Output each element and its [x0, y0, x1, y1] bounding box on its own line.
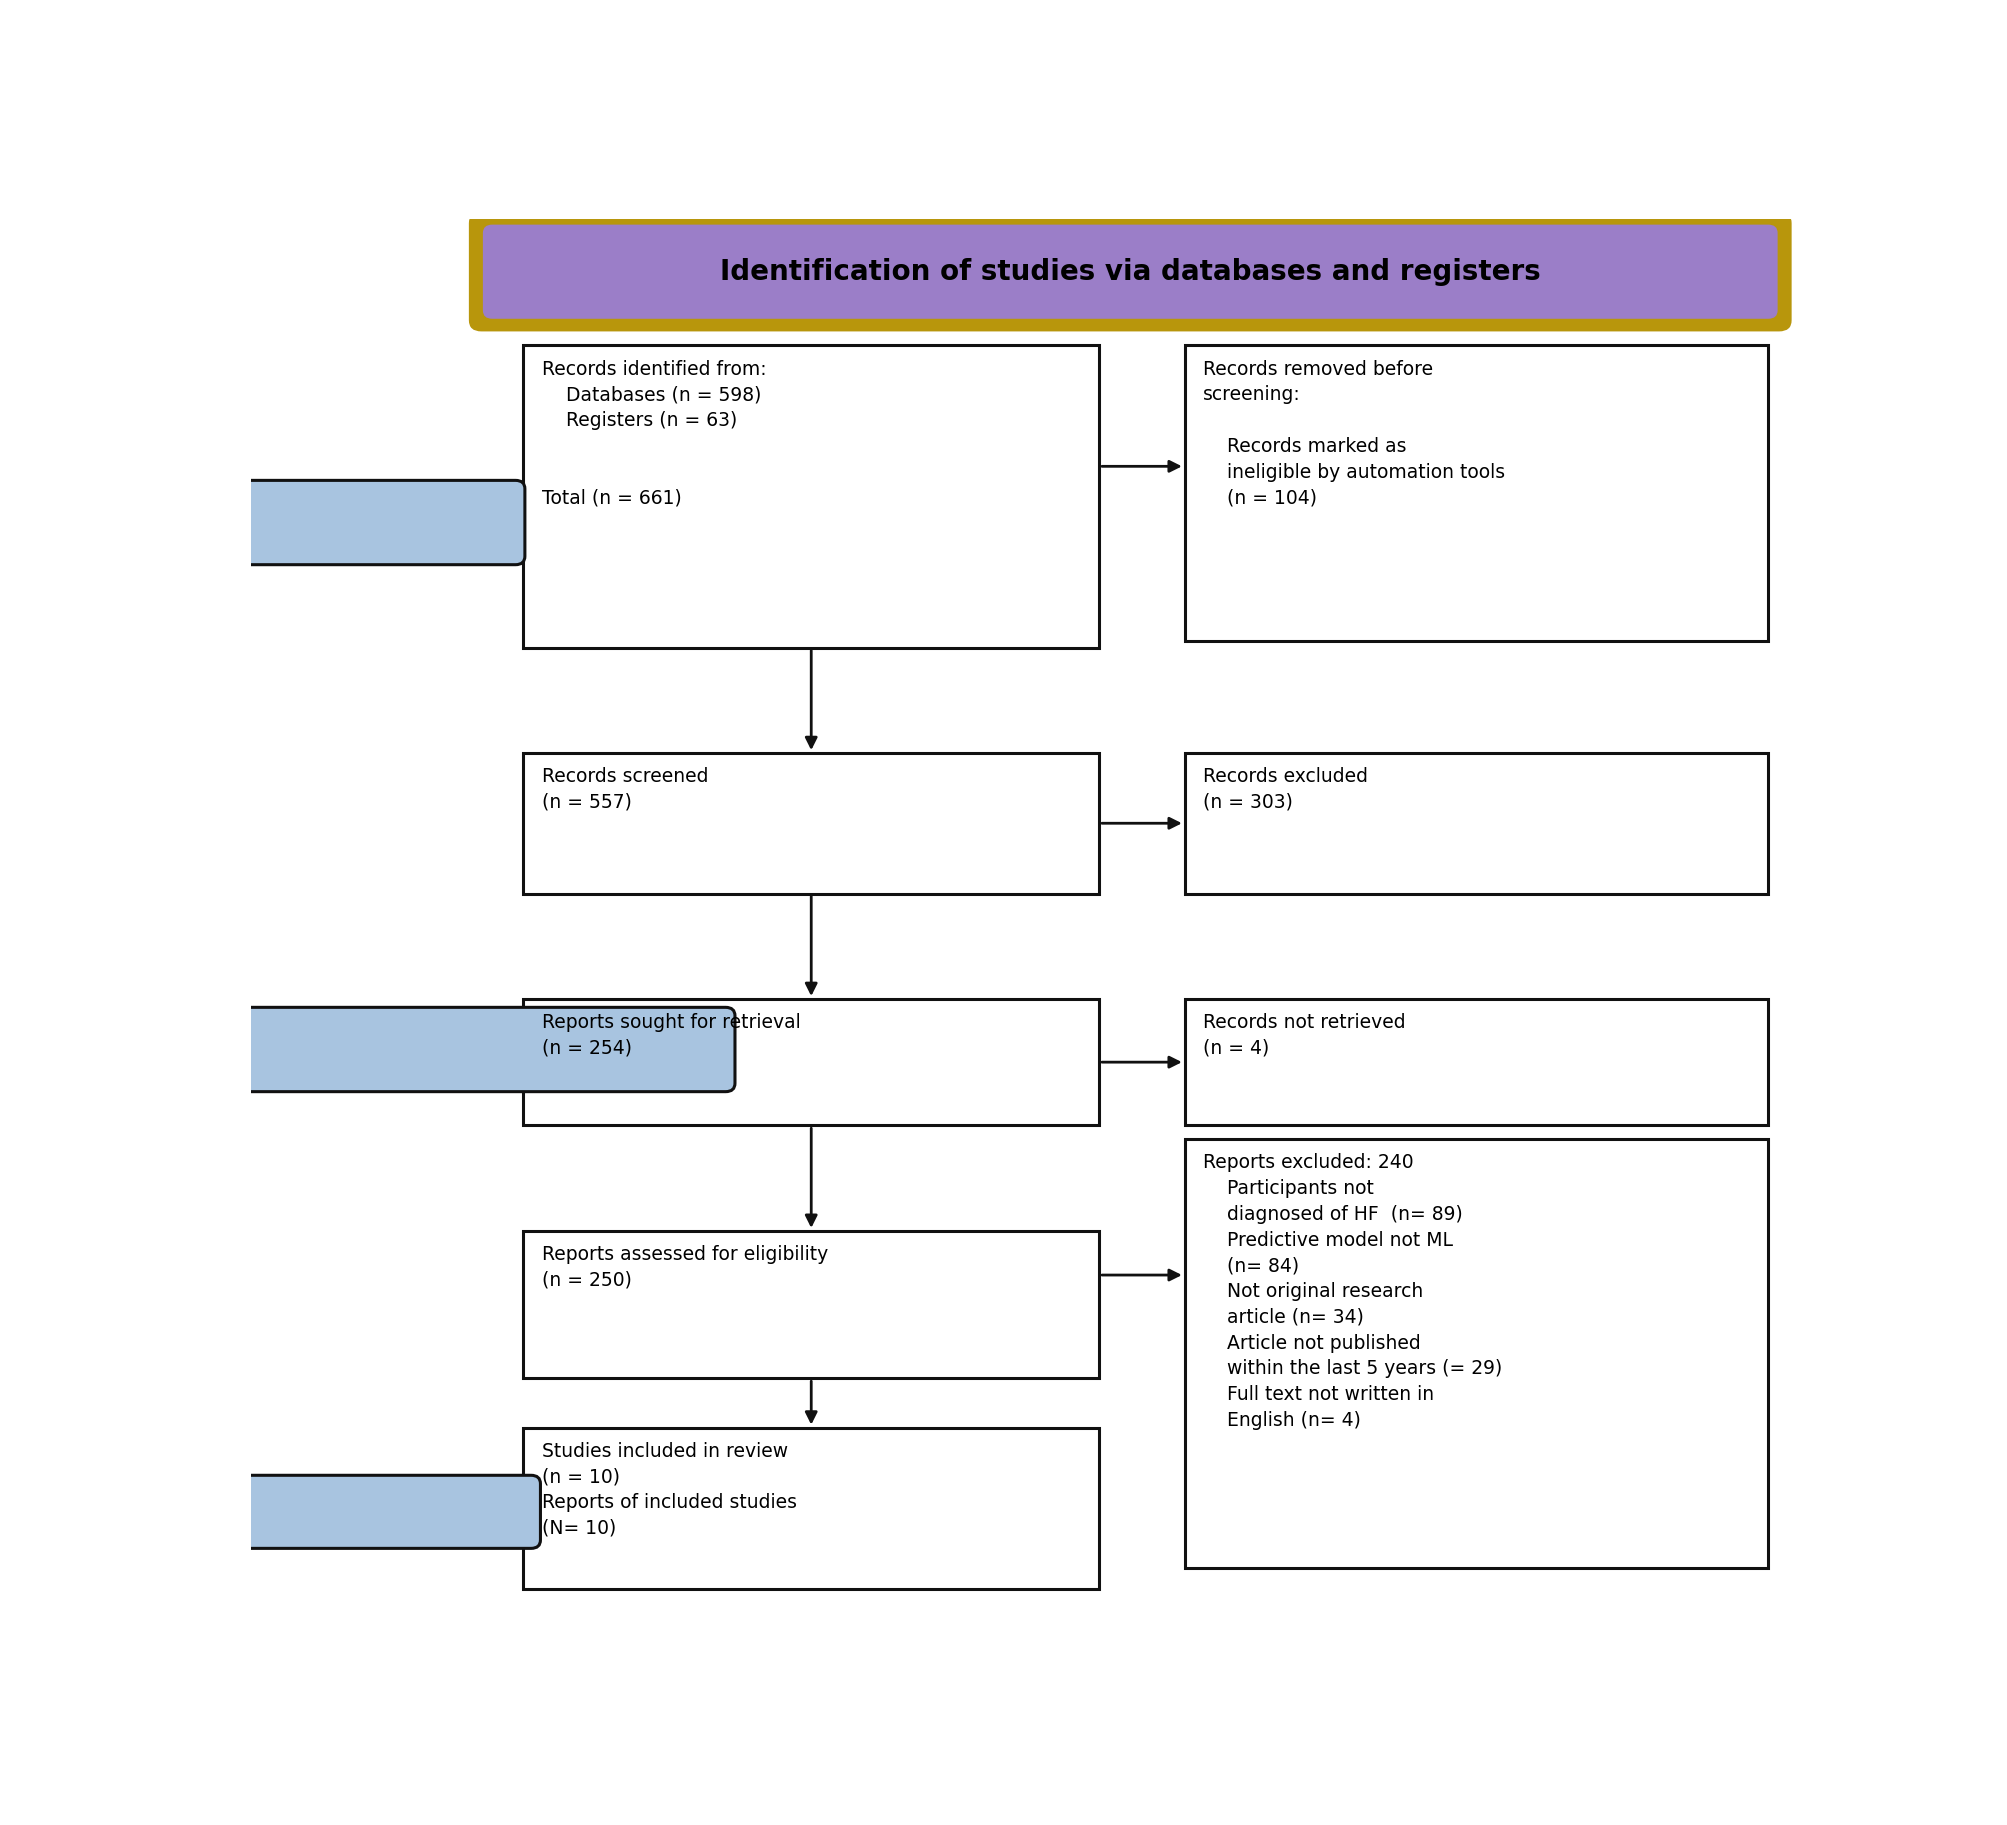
Text: Records excluded
(n = 303): Records excluded (n = 303)	[1202, 766, 1367, 812]
Bar	[524, 1427, 1098, 1590]
Bar	[524, 345, 1098, 648]
Text: Records identified from:
    Databases (n = 598)
    Registers (n = 63)


Total : Records identified from: Databases (n = …	[542, 360, 767, 507]
Text: Reports sought for retrieval
(n = 254): Reports sought for retrieval (n = 254)	[542, 1013, 801, 1058]
Bar	[524, 1230, 1098, 1378]
FancyBboxPatch shape	[233, 1007, 735, 1091]
FancyBboxPatch shape	[482, 224, 1776, 319]
FancyBboxPatch shape	[233, 1475, 540, 1548]
Bar	[1184, 754, 1768, 894]
Bar	[1184, 998, 1768, 1126]
Bar	[524, 754, 1098, 894]
Text: Records not retrieved
(n = 4): Records not retrieved (n = 4)	[1202, 1013, 1405, 1058]
Bar	[1184, 345, 1768, 641]
Text: Records screened
(n = 557): Records screened (n = 557)	[542, 766, 708, 812]
Text: Identification of studies via databases and registers: Identification of studies via databases …	[721, 257, 1539, 287]
Bar	[1184, 1139, 1768, 1568]
FancyBboxPatch shape	[233, 480, 524, 564]
Text: Reports excluded: 240
    Participants not
    diagnosed of HF  (n= 89)
    Pred: Reports excluded: 240 Participants not d…	[1202, 1153, 1501, 1431]
Bar	[524, 998, 1098, 1126]
FancyBboxPatch shape	[470, 212, 1790, 332]
Text: Reports assessed for eligibility
(n = 250): Reports assessed for eligibility (n = 25…	[542, 1245, 827, 1290]
Text: Studies included in review
(n = 10)
Reports of included studies
(N= 10): Studies included in review (n = 10) Repo…	[542, 1442, 797, 1538]
Text: Records removed before
screening:

    Records marked as
    ineligible by autom: Records removed before screening: Record…	[1202, 360, 1505, 507]
